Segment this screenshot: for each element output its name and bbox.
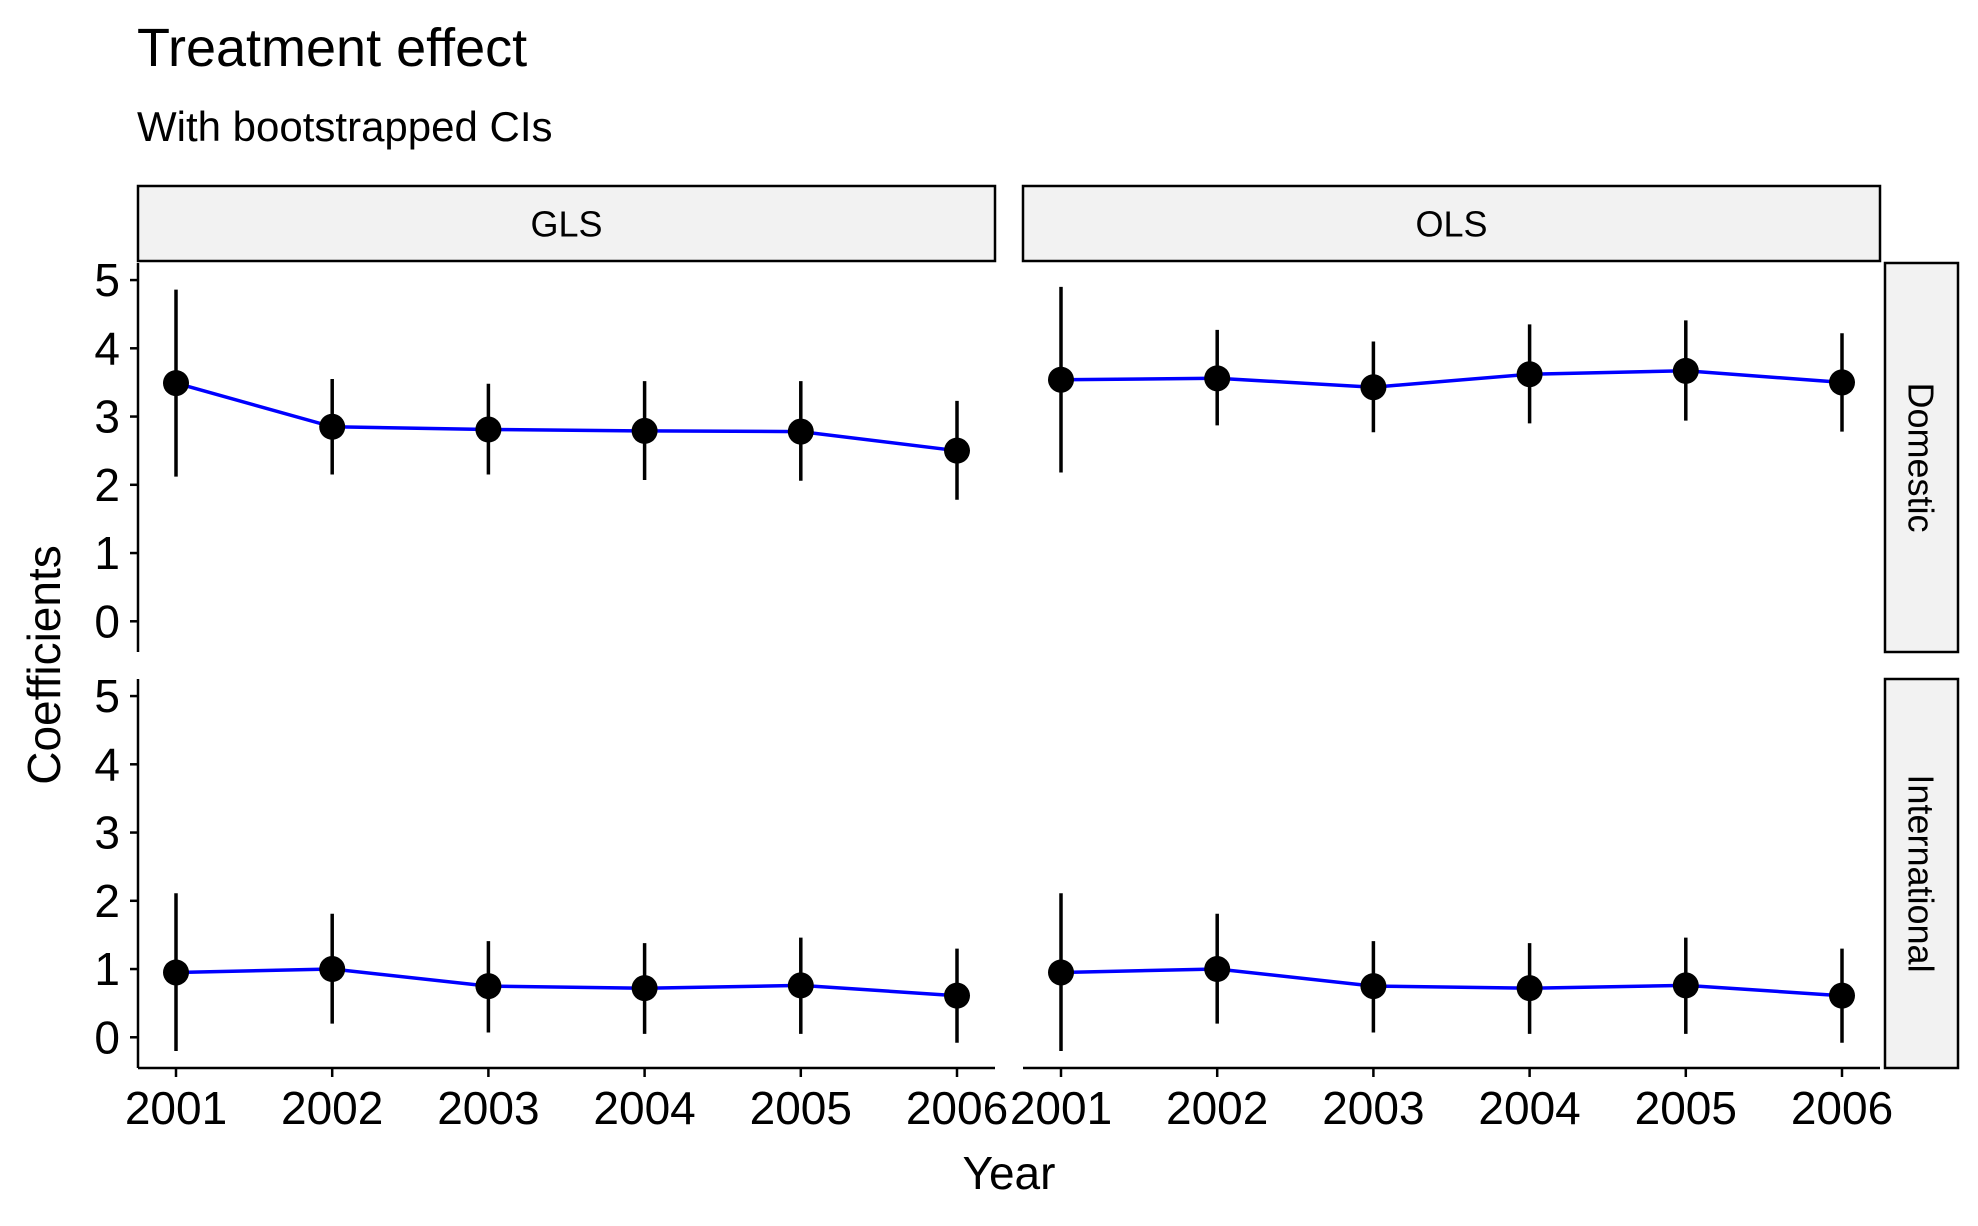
point-gls-domestic-2002 — [319, 413, 346, 440]
series-line-ols-domestic — [1060, 369, 1843, 389]
plot-layer: GLS OLS Domestic International 0 1 2 3 4 5 0 1 2 3 4 5 2… — [94, 184, 1960, 1134]
point-gls-international-2002 — [319, 956, 346, 983]
point-ols-international-2004 — [1516, 975, 1543, 1002]
point-ols-domestic-2004 — [1516, 361, 1543, 388]
column-strip-gls — [136, 184, 997, 263]
column-strip-label-gls: GLS — [530, 204, 602, 245]
point-gls-international-2006 — [944, 982, 970, 1009]
series-line-gls-international — [175, 967, 958, 998]
x-tick-label: 2001 — [125, 1082, 227, 1134]
x-axis-title: Year — [963, 1147, 1056, 1199]
y-tick-label: 0 — [94, 1011, 120, 1063]
point-ols-international-2002 — [1204, 956, 1231, 983]
y-axis-title: Coefficients — [18, 545, 70, 785]
point-gls-domestic-2001 — [163, 370, 189, 397]
y-tick-label: 3 — [94, 807, 120, 859]
y-tick-label: 1 — [94, 527, 120, 579]
y-tick-label: 4 — [94, 322, 120, 374]
y-tick-label: 1 — [94, 943, 120, 995]
point-gls-domestic-2004 — [631, 417, 658, 444]
chart-subtitle: With bootstrapped CIs — [137, 103, 553, 150]
column-strip-label-ols: OLS — [1415, 204, 1487, 245]
point-ols-domestic-2002 — [1204, 365, 1231, 392]
point-gls-international-2005 — [787, 972, 814, 999]
series-line-gls-domestic — [175, 381, 958, 453]
y-tick-label: 5 — [94, 254, 120, 306]
point-ols-international-2005 — [1672, 972, 1699, 999]
panel-gls-domestic — [163, 289, 970, 500]
column-strip-ols — [1021, 184, 1882, 263]
chart-title: Treatment effect — [137, 18, 527, 78]
point-ols-domestic-2001 — [1048, 366, 1074, 393]
row-strip-domestic — [1883, 261, 1960, 654]
x-tick-label: 2004 — [593, 1082, 695, 1134]
point-gls-international-2003 — [475, 973, 502, 1000]
y-tick-label: 2 — [94, 875, 120, 927]
x-tick-label: 2003 — [437, 1082, 539, 1134]
x-tick-label: 2005 — [1635, 1082, 1737, 1134]
point-gls-international-2004 — [631, 975, 658, 1002]
y-tick-label: 3 — [94, 391, 120, 443]
panel-gls-international — [163, 893, 970, 1051]
row-strip-label-domestic: Domestic — [1901, 382, 1942, 532]
row-strip-label-international: International — [1901, 774, 1942, 972]
point-ols-domestic-2003 — [1360, 374, 1387, 401]
point-ols-international-2006 — [1829, 982, 1855, 1009]
point-gls-international-2001 — [163, 959, 189, 986]
series-line-ols-international — [1060, 967, 1843, 998]
y-tick-label: 5 — [94, 670, 120, 722]
point-gls-domestic-2006 — [944, 437, 970, 464]
point-gls-domestic-2005 — [787, 418, 814, 445]
x-tick-label: 2005 — [750, 1082, 852, 1134]
x-tick-label: 2006 — [1791, 1082, 1893, 1134]
point-ols-international-2001 — [1048, 959, 1074, 986]
x-tick-label: 2004 — [1478, 1082, 1580, 1134]
y-tick-label: 2 — [94, 459, 120, 511]
panel-ols-international — [1048, 893, 1855, 1051]
y-tick-label: 0 — [94, 595, 120, 647]
x-tick-label: 2003 — [1322, 1082, 1424, 1134]
x-tick-label: 2002 — [281, 1082, 383, 1134]
point-ols-domestic-2005 — [1672, 357, 1699, 384]
x-tick-label: 2006 — [906, 1082, 1008, 1134]
x-tick-label: 2002 — [1166, 1082, 1268, 1134]
row-strip-international — [1883, 677, 1960, 1070]
point-gls-domestic-2003 — [475, 416, 502, 443]
point-ols-international-2003 — [1360, 973, 1387, 1000]
point-ols-domestic-2006 — [1829, 369, 1855, 396]
x-tick-label: 2001 — [1010, 1082, 1112, 1134]
y-tick-label: 4 — [94, 738, 120, 790]
panel-ols-domestic — [1048, 286, 1855, 473]
